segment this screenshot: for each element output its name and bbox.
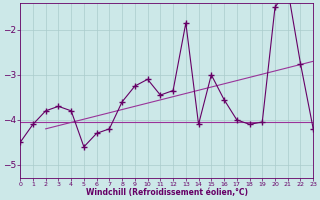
X-axis label: Windchill (Refroidissement éolien,°C): Windchill (Refroidissement éolien,°C) bbox=[86, 188, 248, 197]
